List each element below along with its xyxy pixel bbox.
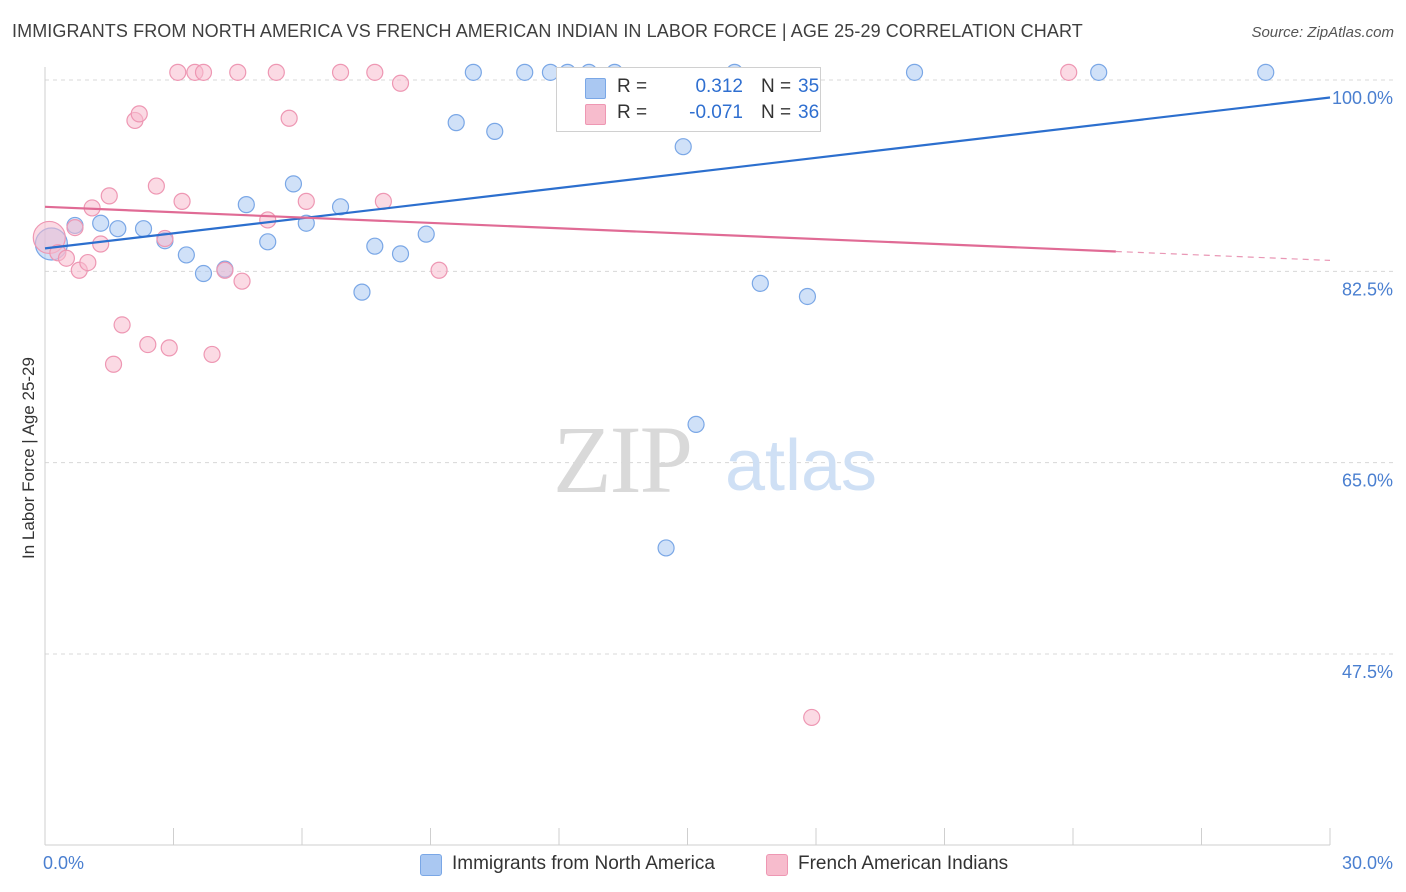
blue-trend-line [44, 96, 1331, 250]
pink-point [216, 261, 234, 279]
blue-swatch [585, 78, 606, 99]
y-tick-label: 100.0% [1332, 88, 1393, 108]
chart-title: IMMIGRANTS FROM NORTH AMERICA VS FRENCH … [12, 21, 1083, 41]
pink-point [66, 219, 84, 237]
blue-point [259, 233, 277, 251]
pink-point [229, 63, 247, 81]
axis-layer [44, 67, 1331, 846]
watermark-zip: ZIP [553, 406, 691, 513]
pink-point [194, 63, 213, 81]
blue-point [674, 138, 692, 156]
pink-point [100, 187, 118, 205]
blue-point [657, 539, 675, 557]
pink-point [57, 249, 76, 267]
legend-swatch-pink [766, 854, 788, 876]
r-value-pink: -0.071 [689, 102, 743, 123]
pink-point [366, 63, 384, 81]
blue-point [92, 214, 110, 232]
blue-point [109, 220, 127, 238]
pink-point [113, 316, 131, 334]
n-value-blue: 35 [798, 76, 820, 97]
blue-point [194, 264, 213, 283]
tick-labels: 100.0% 82.5% 65.0% 47.5% 0.0% 30.0% [43, 88, 1393, 873]
y-tick-label: 65.0% [1342, 471, 1393, 491]
blue-point [1090, 63, 1108, 81]
pink-point [331, 63, 350, 81]
trend-layer [44, 96, 1331, 261]
blue-point [687, 415, 705, 433]
legend-label-french-american-indians: French American Indians [798, 853, 1009, 874]
pink-trend-line [44, 205, 1116, 253]
blue-point [237, 196, 255, 214]
pink-point [203, 345, 221, 364]
blue-point [417, 225, 435, 243]
y-axis-label: In Labor Force | Age 25-29 [19, 357, 38, 559]
blue-point [486, 122, 504, 140]
pink-point [160, 339, 178, 357]
blue-point [353, 283, 371, 301]
pink-swatch [585, 104, 606, 125]
r-label: R = [617, 76, 648, 97]
pink-point [169, 63, 187, 81]
blue-point [464, 63, 482, 81]
grid-layer [45, 79, 1395, 655]
pink-point [430, 261, 448, 279]
pink-point [79, 253, 97, 272]
blue-point [447, 114, 465, 132]
pink-point [391, 74, 410, 92]
blue-point [284, 175, 303, 193]
source-credit: Source: ZipAtlas.com [1251, 24, 1394, 41]
pink-point [297, 192, 315, 210]
blue-point [391, 245, 410, 263]
pink-point [104, 355, 123, 373]
r-label: R = [617, 102, 648, 123]
pink-point [267, 63, 285, 81]
stats-legend: R = 0.312 N = 35 R = -0.071 N = 36 [556, 67, 821, 132]
pink-point [173, 192, 191, 210]
blue-point [905, 63, 924, 81]
x-tick-label: 30.0% [1342, 853, 1393, 873]
blue-point [1257, 63, 1275, 81]
watermark-atlas: atlas [725, 426, 877, 506]
n-label: N = [761, 76, 792, 97]
blue-point [798, 287, 817, 306]
pink-point [147, 177, 165, 195]
legend-swatch-blue [420, 854, 442, 876]
r-value-blue: 0.312 [695, 76, 743, 97]
pink-point [130, 105, 148, 123]
x-tick-label: 0.0% [43, 853, 84, 873]
n-label: N = [761, 102, 792, 123]
pink-point [259, 211, 277, 229]
blue-point [177, 246, 195, 264]
blue-point [134, 220, 153, 238]
pink-point [803, 708, 821, 727]
pink-point [280, 109, 298, 127]
blue-point [751, 274, 769, 292]
pink-point [92, 235, 110, 253]
blue-point [366, 237, 384, 255]
y-tick-label: 47.5% [1342, 662, 1393, 682]
legend-label-immigrants: Immigrants from North America [452, 853, 715, 874]
n-value-pink: 36 [798, 102, 820, 123]
points-layer [32, 63, 1275, 727]
blue-point [516, 63, 534, 81]
pink-point [139, 335, 157, 354]
pink-point [1060, 63, 1078, 81]
blue-point [331, 198, 350, 216]
y-tick-label: 82.5% [1342, 279, 1393, 299]
watermark: ZIP atlas [553, 406, 877, 513]
pink-point [233, 272, 251, 290]
pink-trend-line-extension [1115, 250, 1331, 261]
